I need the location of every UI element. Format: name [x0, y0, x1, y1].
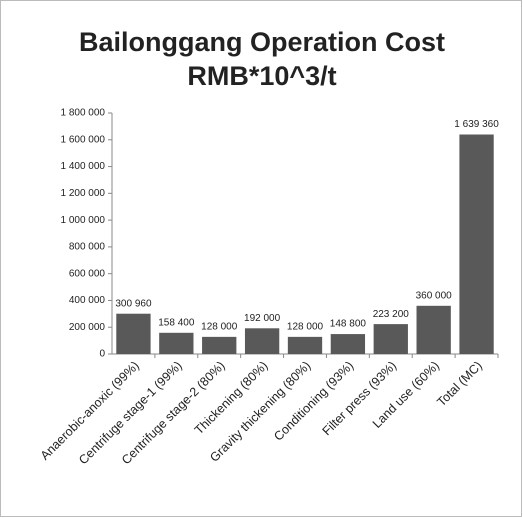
chart-title: Bailonggang Operation Cost [79, 27, 445, 57]
y-tick-label: 600 000 [69, 268, 106, 279]
value-label: 300 960 [115, 298, 152, 309]
value-label: 360 000 [416, 290, 453, 301]
y-tick-label: 400 000 [69, 295, 106, 306]
bar [159, 332, 194, 354]
y-tick-label: 0 [99, 349, 105, 360]
y-tick-label: 200 000 [69, 322, 106, 333]
y-tick-label: 1 800 000 [61, 108, 106, 119]
value-label: 148 800 [330, 319, 367, 330]
y-tick-label: 800 000 [69, 242, 106, 253]
y-tick-label: 1 000 000 [61, 215, 106, 226]
bar [373, 324, 408, 354]
value-label: 223 200 [373, 309, 410, 320]
bar [202, 336, 237, 354]
bar [416, 305, 451, 354]
bar [330, 334, 366, 354]
value-label: 158 400 [158, 317, 195, 328]
chart-title: RMB*10^3/t [187, 61, 336, 91]
y-tick-label: 1 400 000 [61, 161, 106, 172]
value-label: 128 000 [287, 322, 324, 333]
y-tick-label: 1 200 000 [61, 188, 106, 199]
y-tick-label: 1 600 000 [61, 134, 106, 145]
bar [116, 313, 151, 354]
bar [287, 336, 323, 354]
bar [459, 134, 494, 354]
value-label: 1 639 360 [454, 119, 499, 130]
bar [244, 328, 280, 354]
value-label: 192 000 [244, 313, 281, 324]
value-label: 128 000 [201, 322, 238, 333]
